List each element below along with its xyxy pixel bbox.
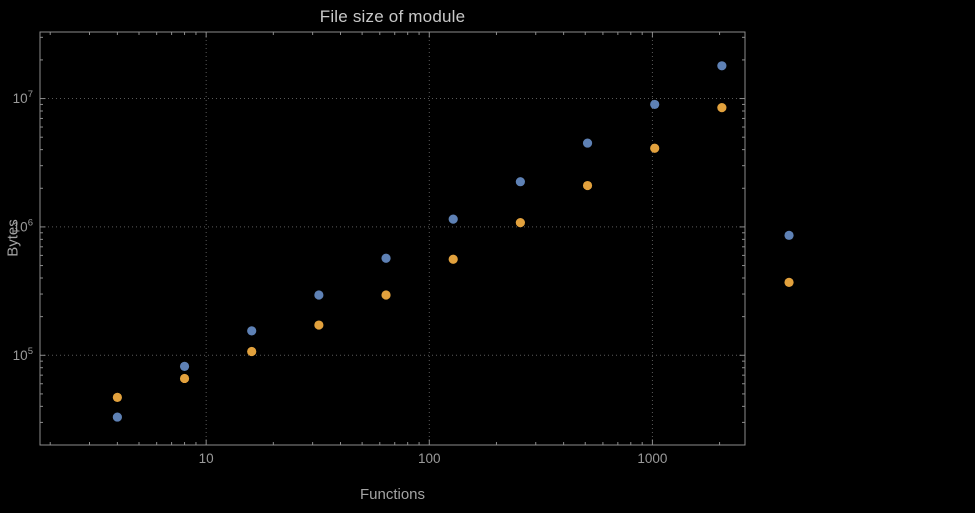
data-point-blue-series [717,61,727,71]
data-point-orange-series [515,218,525,228]
x-tick-label: 1000 [637,451,667,466]
data-point-orange-series [112,392,122,402]
data-point-orange-series [650,143,660,153]
y-tick-label: 107 [13,89,33,106]
data-point-blue-series [582,138,593,148]
data-point-blue-series [314,290,324,300]
data-point-blue-series [515,177,525,187]
grid-layer [40,32,745,445]
data-point-orange-series [448,254,458,264]
x-tick-label: 100 [418,451,441,466]
x-axis-label: Functions [359,486,426,503]
data-point-orange-series [381,290,391,300]
chart-title: File size of module [319,7,466,26]
frame-layer [39,31,746,446]
data-point-blue-series [247,326,257,336]
data-point-blue-series [381,253,391,263]
data-point-blue-series [112,412,122,422]
data-point-blue-series [448,214,458,224]
data-points-layer [112,61,794,422]
y-tick-label: 105 [13,346,33,363]
ticks-layer [40,32,745,446]
data-point-orange-series [717,103,727,113]
data-point-orange-series [179,373,190,384]
data-point-orange-series [314,320,324,330]
data-point-blue-series [179,361,190,371]
data-point-orange-series [582,180,593,191]
data-point-orange-series [784,277,794,287]
plot-frame [39,31,746,446]
data-point-blue-series [650,99,660,110]
y-axis-label: Bytes [4,219,22,257]
data-point-orange-series [247,346,257,357]
x-tick-label: 10 [199,451,214,466]
data-point-blue-series [784,230,794,240]
